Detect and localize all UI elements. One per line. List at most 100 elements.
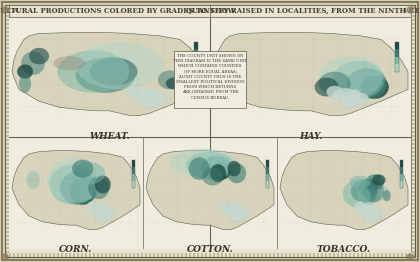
Polygon shape xyxy=(12,151,140,230)
Polygon shape xyxy=(379,187,390,200)
Bar xyxy=(305,5,307,9)
Polygon shape xyxy=(12,32,207,116)
Bar xyxy=(269,5,271,9)
Bar xyxy=(85,5,87,9)
Bar xyxy=(117,5,119,9)
Bar xyxy=(325,5,327,9)
Bar xyxy=(289,5,291,9)
Bar xyxy=(369,253,371,257)
Bar xyxy=(5,31,9,33)
Bar xyxy=(5,39,9,41)
Polygon shape xyxy=(361,75,389,99)
Bar xyxy=(5,123,9,125)
Bar xyxy=(9,18,210,137)
Polygon shape xyxy=(189,157,210,180)
Polygon shape xyxy=(222,66,238,85)
Bar xyxy=(5,131,9,133)
Bar xyxy=(401,5,403,9)
Bar xyxy=(317,5,319,9)
Bar xyxy=(301,253,303,257)
Bar xyxy=(411,87,415,89)
Bar xyxy=(411,139,415,141)
Bar xyxy=(411,7,415,9)
Bar xyxy=(341,5,343,9)
Bar xyxy=(129,5,131,9)
Bar xyxy=(411,251,415,253)
Bar xyxy=(25,253,27,257)
Bar xyxy=(161,5,163,9)
Bar xyxy=(411,163,415,165)
Text: THE COUNTY UNIT SHOWN ON
THIS DIAGRAM IS THE SAME UNIT
WHICH CONTAINS COUNTIES
O: THE COUNTY UNIT SHOWN ON THIS DIAGRAM IS… xyxy=(173,54,247,100)
Bar xyxy=(411,95,415,97)
Polygon shape xyxy=(74,162,105,184)
Bar xyxy=(269,253,271,257)
Bar xyxy=(201,253,203,257)
Bar xyxy=(181,5,183,9)
Bar xyxy=(5,127,9,129)
Bar xyxy=(105,5,107,9)
Bar xyxy=(5,191,9,193)
Polygon shape xyxy=(87,201,97,213)
Bar xyxy=(411,235,415,237)
Bar xyxy=(361,253,363,257)
Bar xyxy=(409,5,411,9)
Bar xyxy=(161,253,163,257)
Bar xyxy=(81,253,83,257)
Circle shape xyxy=(407,7,413,13)
Bar xyxy=(101,253,103,257)
Polygon shape xyxy=(58,50,130,93)
Polygon shape xyxy=(333,61,385,99)
Bar xyxy=(213,5,215,9)
Bar xyxy=(241,5,243,9)
Bar xyxy=(217,5,219,9)
Bar xyxy=(373,253,375,257)
Bar xyxy=(5,59,9,61)
Bar xyxy=(405,253,407,257)
Bar xyxy=(181,253,183,257)
Bar xyxy=(411,171,415,173)
Bar xyxy=(5,115,9,117)
Bar xyxy=(401,253,403,257)
Bar xyxy=(5,19,9,21)
Bar xyxy=(411,207,415,209)
Bar xyxy=(273,5,275,9)
Bar xyxy=(5,27,9,29)
Bar xyxy=(5,71,9,73)
Bar xyxy=(281,5,283,9)
Bar xyxy=(349,253,351,257)
Bar xyxy=(337,5,339,9)
Bar xyxy=(411,83,415,85)
Bar xyxy=(249,5,251,9)
Polygon shape xyxy=(21,51,45,75)
Bar xyxy=(337,253,339,257)
Bar xyxy=(29,5,31,9)
Bar xyxy=(395,42,399,72)
Bar xyxy=(397,5,399,9)
Bar xyxy=(5,35,9,37)
Bar xyxy=(400,174,403,181)
Bar xyxy=(5,187,9,189)
Bar xyxy=(266,160,269,167)
Bar xyxy=(5,139,9,141)
Bar xyxy=(194,42,198,72)
Bar xyxy=(5,47,9,49)
Text: 24.: 24. xyxy=(12,8,21,13)
Bar xyxy=(266,181,269,188)
Polygon shape xyxy=(353,93,369,105)
Bar xyxy=(245,253,247,257)
Bar xyxy=(411,63,415,65)
Bar xyxy=(201,5,203,9)
Polygon shape xyxy=(370,205,378,214)
Bar xyxy=(411,47,415,49)
Bar xyxy=(305,253,307,257)
Bar xyxy=(5,95,9,97)
Polygon shape xyxy=(319,72,351,95)
Bar xyxy=(277,137,411,250)
Bar xyxy=(21,253,23,257)
Bar xyxy=(411,239,415,241)
Bar xyxy=(5,163,9,165)
Bar xyxy=(261,253,263,257)
Text: AGRICULTURAL PRODUCTIONS COLORED BY GRADES TO SHOW: AGRICULTURAL PRODUCTIONS COLORED BY GRAD… xyxy=(0,7,236,15)
Bar xyxy=(145,253,147,257)
Bar xyxy=(5,167,9,169)
